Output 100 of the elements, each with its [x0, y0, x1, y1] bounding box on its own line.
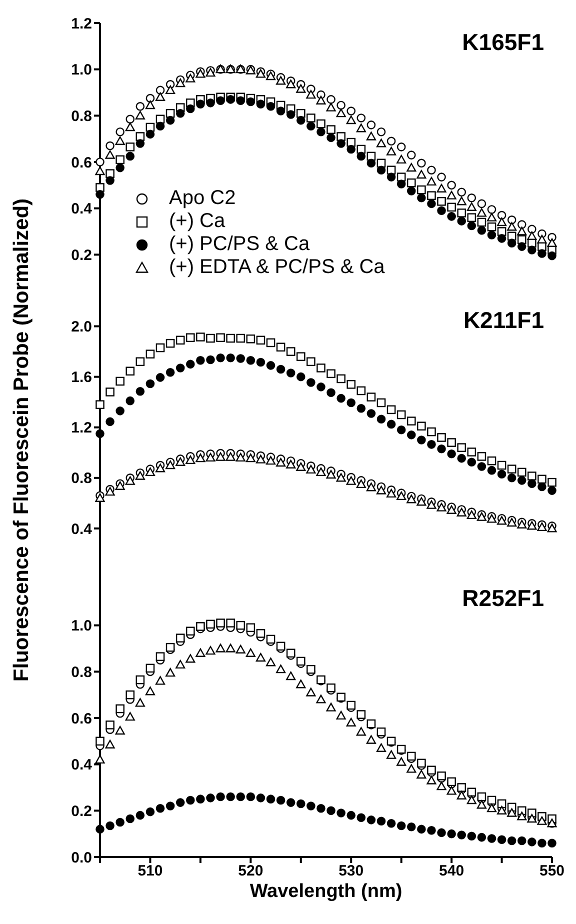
y-tick-label: 0.0: [71, 849, 92, 866]
point: [286, 110, 296, 119]
point: [106, 417, 114, 426]
y-tick-label: 0.4: [71, 520, 93, 538]
point: [447, 202, 456, 212]
point: [497, 210, 506, 220]
point: [276, 458, 286, 467]
point: [206, 452, 216, 462]
point: [155, 676, 166, 685]
point: [346, 116, 356, 124]
point: [186, 104, 195, 114]
point: [396, 491, 406, 500]
point: [106, 720, 114, 730]
point: [226, 618, 235, 628]
point: [96, 400, 104, 410]
point: [467, 788, 476, 797]
point: [437, 172, 446, 182]
point: [548, 478, 556, 487]
point: [266, 456, 276, 465]
point: [216, 644, 226, 652]
point: [456, 196, 466, 206]
y-tick-label: 1.2: [71, 420, 92, 437]
point: [256, 454, 266, 464]
point: [166, 642, 175, 652]
point: [467, 221, 476, 230]
point: [146, 807, 155, 816]
point: [145, 686, 155, 696]
point: [106, 388, 114, 396]
x-axis-title: Wavelength (nm): [250, 881, 402, 902]
point: [396, 154, 406, 164]
point: [497, 516, 507, 525]
point: [306, 802, 316, 810]
point: [166, 668, 176, 677]
point: [246, 623, 256, 632]
chart-title: K211F1: [463, 307, 544, 334]
point: [326, 806, 336, 816]
point: [487, 205, 496, 214]
point: [256, 358, 266, 367]
point: [106, 176, 114, 185]
point: [406, 186, 416, 196]
point: [447, 829, 456, 838]
point: [336, 374, 346, 384]
point: [145, 467, 155, 476]
point: [386, 420, 396, 429]
point: [306, 688, 316, 696]
point: [427, 427, 436, 436]
point: [146, 664, 155, 673]
point: [336, 473, 346, 482]
point: [166, 802, 175, 810]
point: [396, 757, 406, 766]
point: [386, 172, 396, 182]
point: [126, 814, 135, 824]
point: [437, 444, 446, 454]
point: [226, 644, 236, 652]
point: [316, 127, 326, 136]
point: [296, 352, 306, 361]
point: [156, 373, 165, 382]
point: [528, 479, 536, 488]
point: [476, 208, 486, 217]
point: [426, 776, 436, 784]
point: [135, 698, 145, 707]
chart-title: K165F1: [462, 29, 544, 56]
point: [356, 124, 366, 132]
point: [427, 191, 436, 200]
point: [176, 798, 185, 807]
y-tick-label: 0.6: [71, 154, 92, 172]
point: [486, 804, 497, 812]
point: [286, 672, 296, 680]
point: [467, 448, 476, 456]
point: [116, 406, 124, 416]
y-tick-label: 1.0: [71, 62, 92, 79]
point: [186, 360, 195, 369]
point: [457, 830, 466, 840]
point: [96, 158, 104, 166]
point: [548, 838, 556, 848]
point: [346, 810, 356, 820]
legend-label: (+) Ca: [169, 210, 226, 233]
point: [186, 626, 195, 636]
point: [497, 460, 506, 470]
point: [166, 368, 175, 377]
point: [116, 376, 124, 386]
point: [156, 122, 165, 130]
point: [466, 795, 476, 804]
point: [296, 799, 306, 808]
point: [296, 116, 306, 125]
point: [176, 78, 186, 88]
point: [456, 790, 466, 800]
point: [326, 95, 336, 104]
point: [286, 80, 296, 88]
point: [527, 231, 537, 240]
point: [306, 664, 316, 674]
point: [196, 454, 206, 462]
point: [126, 690, 135, 700]
point: [276, 364, 286, 374]
point: [346, 106, 356, 116]
point: [336, 100, 346, 110]
point: [356, 404, 366, 413]
point: [376, 166, 386, 175]
point: [528, 224, 536, 234]
point: [296, 372, 306, 382]
